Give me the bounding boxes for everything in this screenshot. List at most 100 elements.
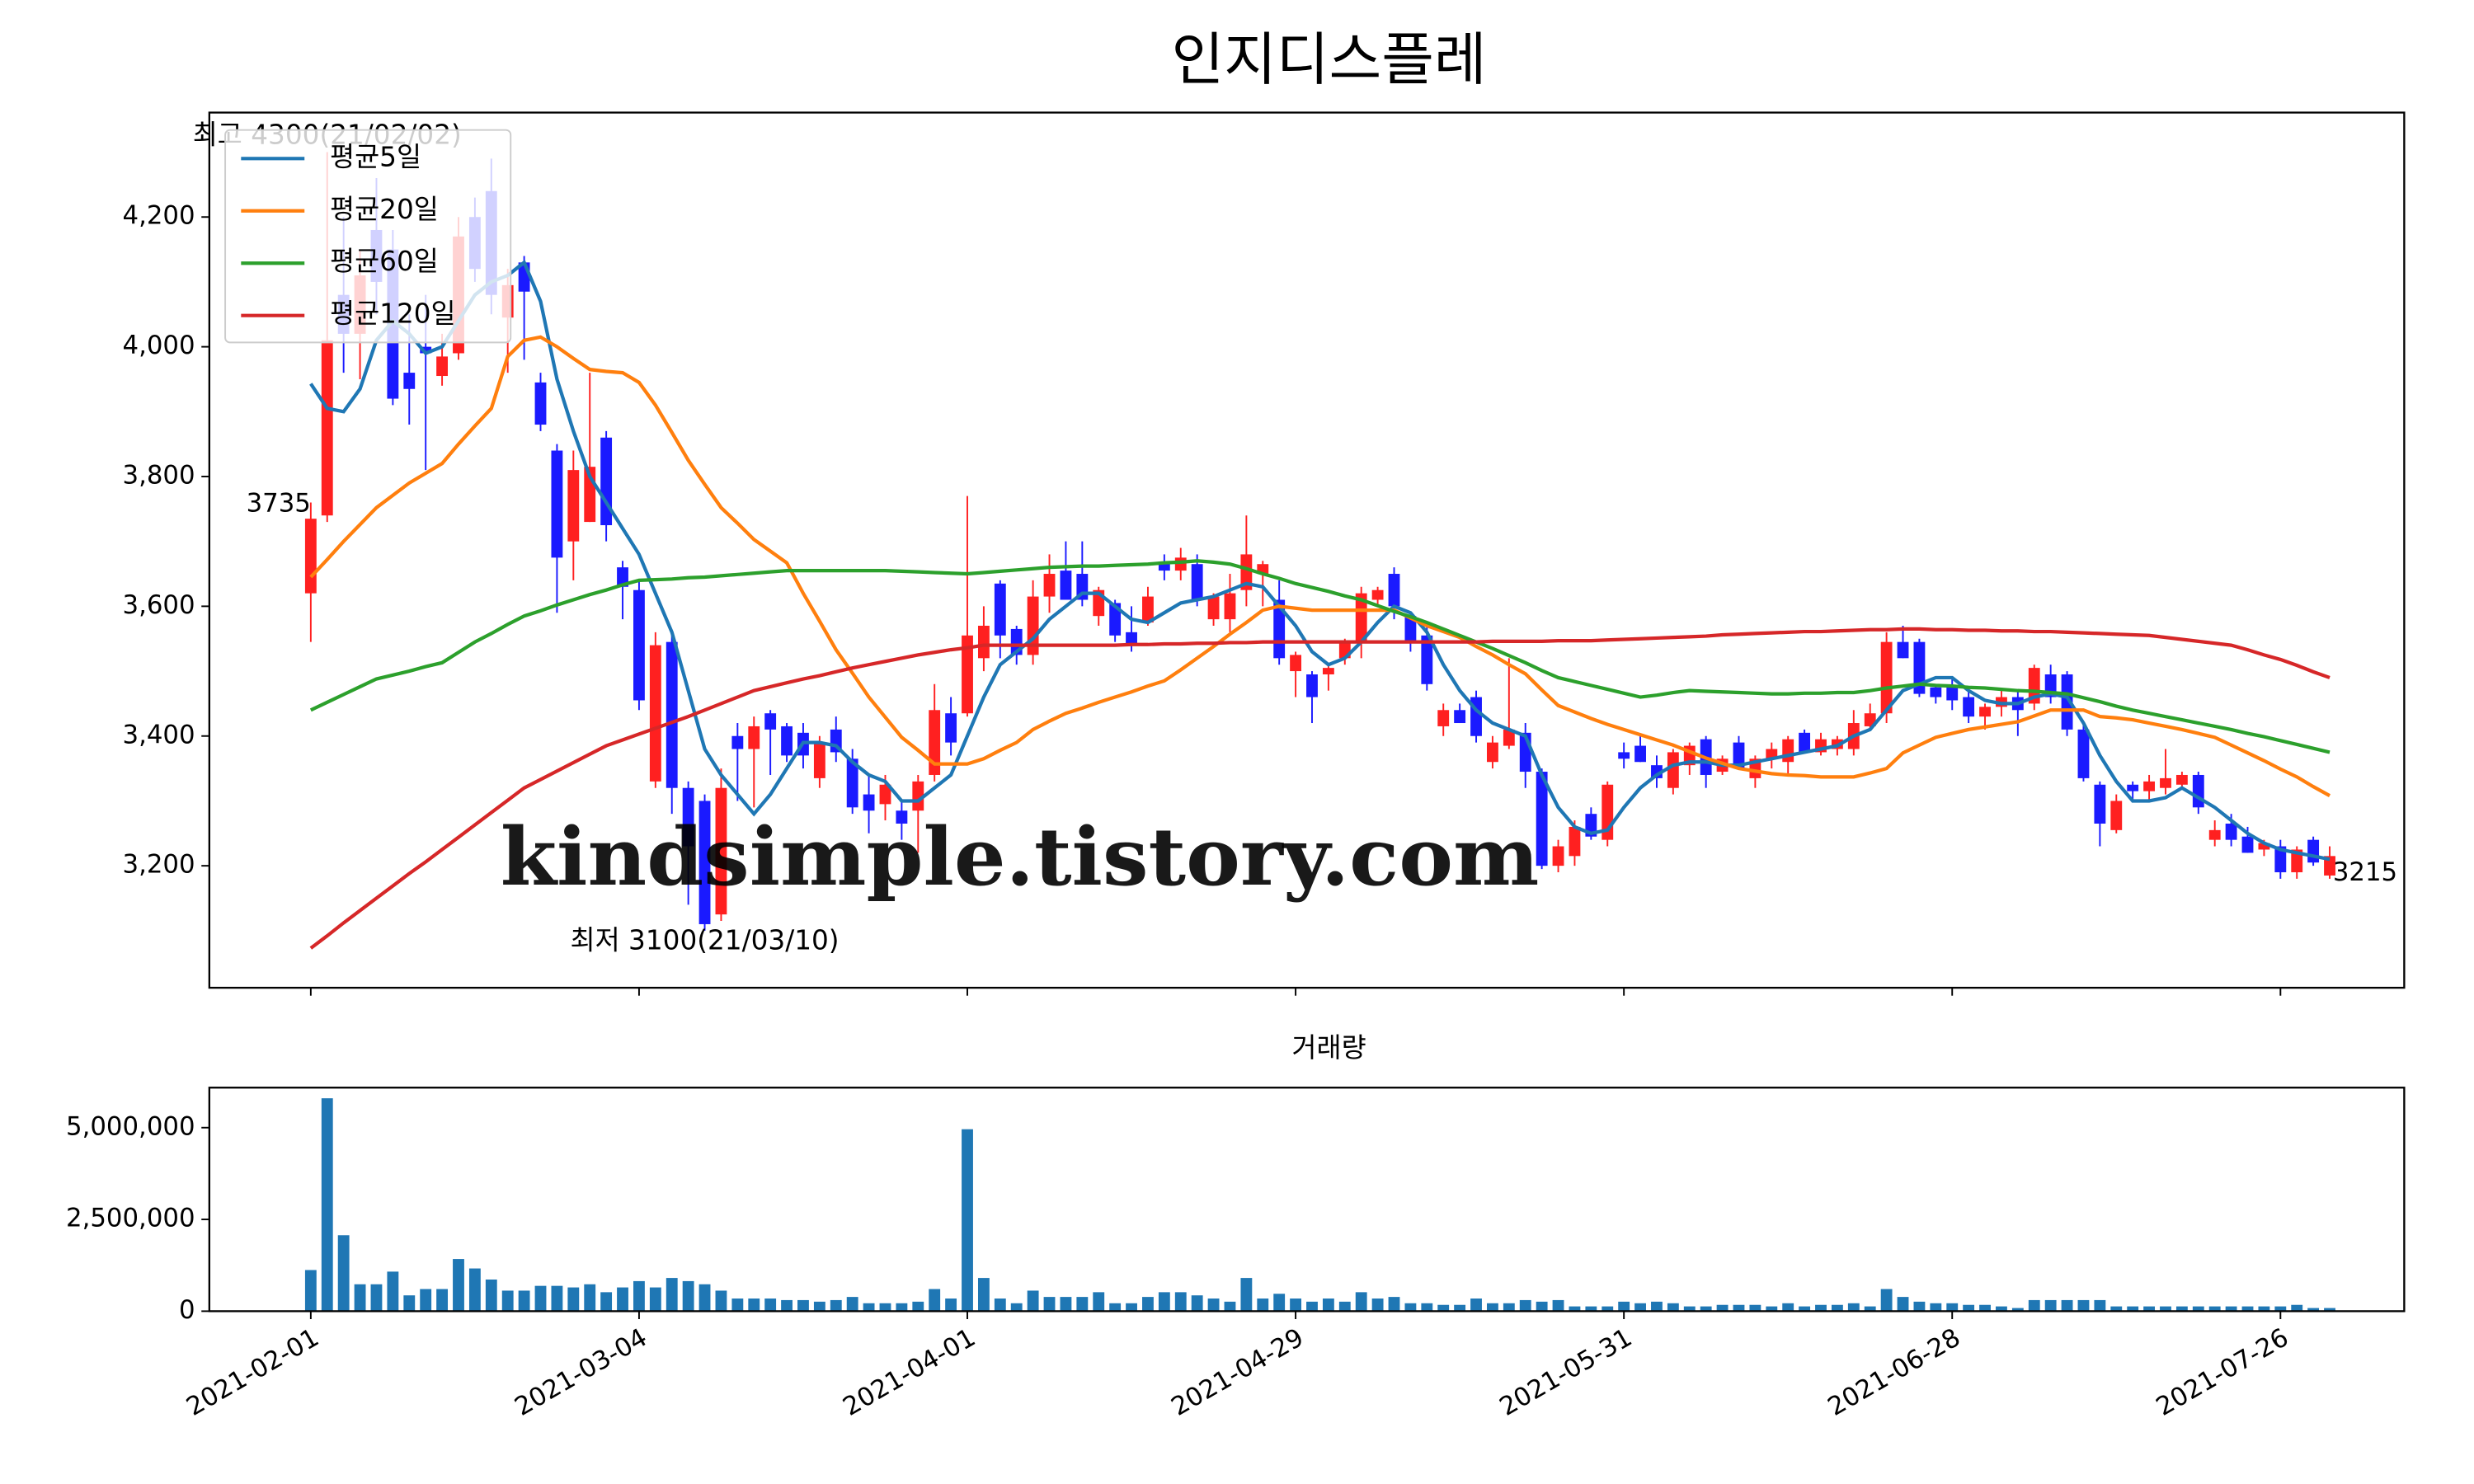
- candle-body: [1207, 596, 1220, 620]
- volume-bar: [304, 1270, 317, 1312]
- moving-average-line: [309, 335, 2331, 798]
- volume-bar: [2225, 1306, 2237, 1312]
- min-annotation: 최저 3100(21/03/10): [571, 924, 840, 956]
- candle-body: [1930, 687, 1942, 697]
- candle-body: [1897, 641, 1909, 659]
- candle-body: [2274, 846, 2287, 873]
- volume-bar: [501, 1290, 514, 1312]
- volume-bar: [1536, 1301, 1548, 1312]
- volume-bar: [1126, 1303, 1137, 1312]
- y-tick-label: 4,200: [123, 201, 195, 231]
- moving-average-line: [309, 559, 2331, 754]
- volume-bar: [1043, 1297, 1056, 1312]
- volume-bar: [1634, 1303, 1646, 1312]
- candle-body: [1355, 593, 1367, 642]
- volume-bar: [1552, 1299, 1564, 1312]
- moving-average-line: [309, 627, 2331, 950]
- volume-bar: [1174, 1292, 1187, 1312]
- volume-bar: [2077, 1299, 2090, 1312]
- volume-title: 거래량: [1291, 1032, 1366, 1064]
- volume-bar: [403, 1295, 416, 1312]
- volume-bar: [1404, 1303, 1417, 1312]
- volume-bar: [436, 1289, 449, 1312]
- candle-body: [781, 726, 793, 756]
- volume-bar: [1716, 1304, 1729, 1312]
- legend-label: 평균60일: [330, 246, 439, 277]
- moving-average-line: [309, 259, 2331, 862]
- candle-body: [567, 470, 580, 542]
- volume-bar: [1799, 1306, 1811, 1312]
- candle-body: [929, 710, 941, 775]
- candle-body: [1388, 574, 1400, 607]
- volume-bar: [1010, 1303, 1023, 1312]
- candle-body: [1536, 772, 1548, 866]
- candle-body: [1979, 707, 1991, 717]
- candle-body: [1191, 564, 1203, 600]
- candle-body: [1224, 593, 1236, 620]
- volume-bar: [715, 1290, 727, 1312]
- candle-body: [2160, 777, 2171, 788]
- volume-bar: [567, 1287, 580, 1312]
- candle-body: [2077, 729, 2090, 778]
- candle-body: [2307, 839, 2320, 863]
- volume-bar: [2241, 1306, 2254, 1312]
- volume-bar: [1602, 1306, 1614, 1312]
- candle-body: [2110, 801, 2123, 830]
- candle-body: [1158, 564, 1170, 571]
- volume-bar: [1355, 1292, 1367, 1312]
- candle-body: [551, 450, 563, 558]
- volume-bar: [666, 1278, 678, 1312]
- volume-bar: [354, 1284, 366, 1312]
- candle-body: [1421, 635, 1433, 684]
- volume-bar: [2258, 1306, 2270, 1312]
- volume-bar: [1109, 1303, 1122, 1312]
- y-tick-label: 3,800: [123, 460, 195, 490]
- volume-bar: [2127, 1306, 2139, 1312]
- volume-bar: [1487, 1303, 1498, 1312]
- volume-bar: [2094, 1299, 2106, 1312]
- candle-body: [879, 784, 891, 805]
- candle-body: [1766, 749, 1778, 759]
- volume-bar: [337, 1235, 350, 1312]
- volume-bar: [2192, 1306, 2204, 1312]
- volume-bar: [2143, 1306, 2156, 1312]
- volume-bar: [1224, 1301, 1236, 1312]
- volume-bar: [1142, 1297, 1154, 1312]
- volume-bar: [1996, 1306, 2007, 1312]
- y-tick-label: 0: [179, 1295, 195, 1325]
- volume-bar: [2110, 1306, 2123, 1312]
- volume-bar: [534, 1285, 547, 1312]
- volume-bar: [1749, 1304, 1761, 1312]
- candle-body: [698, 801, 711, 924]
- volume-bar: [2291, 1304, 2303, 1312]
- candle-body: [1503, 729, 1515, 746]
- first-close-label: 3735: [247, 488, 311, 518]
- candle-body: [682, 787, 694, 847]
- volume-bar: [1847, 1303, 1860, 1312]
- volume-bar: [1470, 1298, 1482, 1312]
- legend-label: 평균120일: [330, 298, 456, 330]
- volume-bar: [2208, 1306, 2221, 1312]
- volume-bar: [1618, 1301, 1630, 1312]
- volume-bar: [453, 1259, 464, 1312]
- candle-body: [1322, 668, 1334, 675]
- volume-bar: [879, 1303, 891, 1312]
- volume-bar: [781, 1299, 793, 1312]
- candle-body: [321, 340, 333, 516]
- volume-bar: [321, 1098, 333, 1312]
- volume-bar: [1864, 1306, 1876, 1312]
- volume-bar: [945, 1298, 957, 1312]
- candle-body: [863, 794, 875, 811]
- candle-body: [2241, 836, 2254, 853]
- volume-bar: [1338, 1301, 1351, 1312]
- volume-bar: [1191, 1295, 1203, 1312]
- candle-body: [748, 726, 760, 749]
- legend-label: 평균5일: [330, 141, 421, 172]
- volume-bar: [1371, 1298, 1384, 1312]
- volume-bar: [1158, 1292, 1170, 1312]
- volume-bar: [387, 1271, 399, 1312]
- volume-bar: [797, 1299, 809, 1312]
- volume-bar: [2274, 1306, 2287, 1312]
- candle-body: [813, 742, 825, 778]
- volume-bar: [1683, 1306, 1696, 1312]
